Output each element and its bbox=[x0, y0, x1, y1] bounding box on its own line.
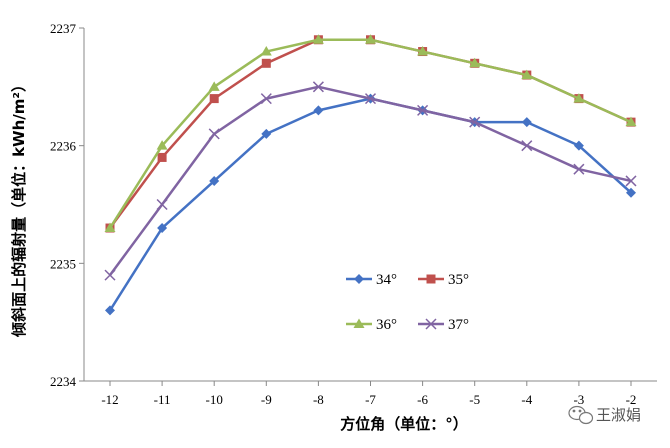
data-point bbox=[157, 223, 168, 234]
legend-item: 37° bbox=[418, 317, 469, 333]
data-point bbox=[626, 187, 636, 198]
data-point bbox=[208, 128, 220, 140]
axes bbox=[83, 28, 657, 382]
data-point bbox=[521, 117, 532, 128]
data-point bbox=[156, 140, 168, 150]
legend-marker bbox=[354, 274, 364, 284]
data-point bbox=[209, 175, 220, 186]
x-tick-label: -11 bbox=[154, 392, 171, 407]
data-point bbox=[573, 93, 585, 103]
data-point bbox=[417, 46, 429, 56]
data-point bbox=[625, 116, 637, 127]
data-point bbox=[260, 46, 272, 56]
x-axis-title: 方位角（单位：°） bbox=[340, 415, 468, 433]
series-layer bbox=[104, 34, 637, 316]
data-point bbox=[105, 305, 115, 316]
data-point bbox=[469, 116, 481, 128]
y-tick-label: 2236 bbox=[50, 139, 77, 154]
x-tick-label: -6 bbox=[417, 392, 428, 407]
data-point bbox=[521, 69, 533, 80]
x-tick-label: -4 bbox=[521, 392, 532, 407]
tick-labels: 2234 2235 2236 2237 -12 -11 -10 -9 -8 -7 -6 -5 -4 -3 -… bbox=[50, 21, 636, 407]
series-3 bbox=[104, 81, 637, 281]
x-tick-label: -9 bbox=[261, 392, 272, 407]
legend-marker bbox=[426, 274, 436, 284]
x-tick-label: -7 bbox=[365, 392, 376, 407]
y-axis-title: 倾斜面上的辐射量（单位：kWh/m²） bbox=[10, 77, 28, 338]
data-point bbox=[156, 198, 168, 211]
series-0 bbox=[105, 93, 636, 316]
data-point bbox=[573, 140, 584, 151]
watermark-text: 王淑娟 bbox=[596, 406, 641, 424]
data-point bbox=[104, 222, 116, 233]
legend-item: 36° bbox=[346, 317, 397, 333]
data-point bbox=[573, 163, 585, 175]
data-point bbox=[208, 81, 220, 91]
watermark: 王淑娟 bbox=[568, 405, 641, 425]
data-point bbox=[521, 140, 533, 152]
data-point bbox=[312, 81, 324, 93]
x-tick-label: -12 bbox=[101, 392, 118, 407]
data-point bbox=[417, 104, 429, 116]
legend-marker bbox=[353, 318, 365, 328]
x-tick-label: -2 bbox=[626, 392, 637, 407]
y-tick-label: 2237 bbox=[50, 21, 77, 36]
data-point bbox=[261, 58, 271, 68]
legend: 34° 35° 36° 37° bbox=[346, 272, 469, 333]
legend-label: 36° bbox=[376, 317, 397, 333]
y-tick-label: 2234 bbox=[50, 374, 77, 389]
series-1 bbox=[105, 35, 636, 233]
data-point bbox=[312, 34, 324, 44]
data-point bbox=[157, 152, 167, 162]
legend-label: 37° bbox=[448, 317, 469, 333]
data-point bbox=[365, 34, 376, 44]
data-point bbox=[261, 128, 272, 139]
wechat-icon bbox=[568, 405, 594, 425]
x-tick-label: -3 bbox=[573, 392, 584, 407]
legend-item: 35° bbox=[418, 272, 469, 288]
y-tick-label: 2235 bbox=[50, 256, 76, 271]
series-2 bbox=[104, 34, 637, 233]
x-tick-label: -8 bbox=[313, 392, 324, 407]
legend-label: 35° bbox=[448, 272, 469, 288]
data-point bbox=[469, 57, 481, 68]
legend-label: 34° bbox=[376, 272, 397, 288]
legend-marker bbox=[425, 318, 437, 330]
data-point bbox=[625, 175, 637, 187]
data-point bbox=[209, 94, 219, 104]
data-point bbox=[104, 269, 116, 281]
data-point bbox=[260, 93, 272, 105]
x-tick-label: -10 bbox=[206, 392, 223, 407]
data-point bbox=[364, 93, 377, 105]
legend-item: 34° bbox=[346, 272, 397, 288]
data-point bbox=[313, 105, 324, 116]
x-tick-label: -5 bbox=[469, 392, 480, 407]
